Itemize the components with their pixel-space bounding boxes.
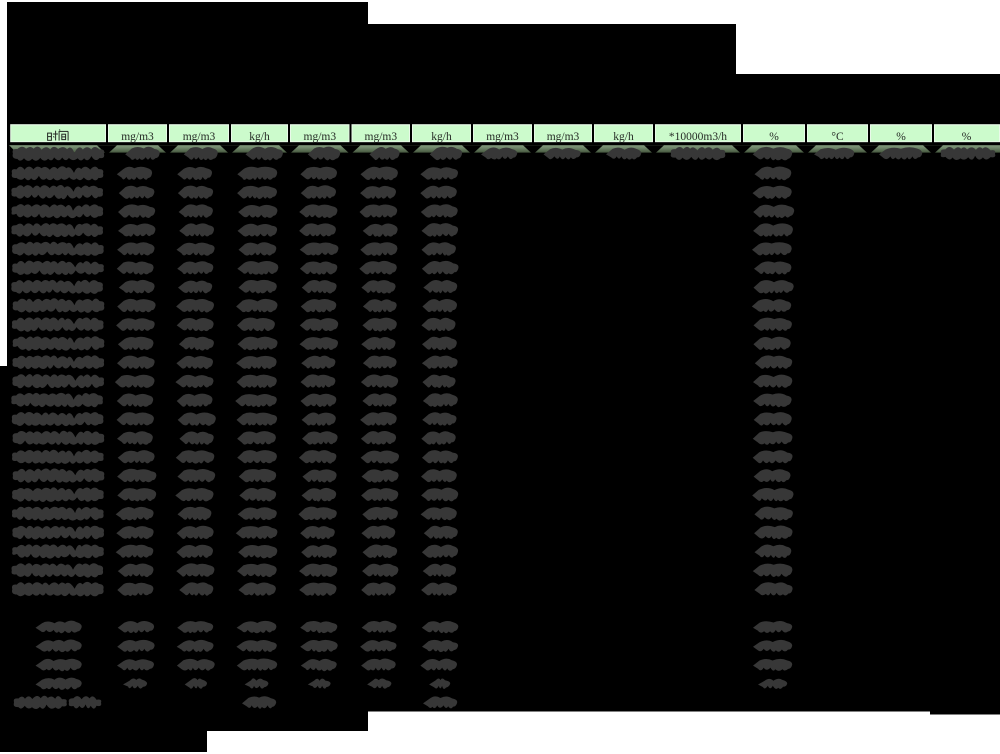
svg-text:mg/m3: mg/m3 xyxy=(486,131,519,143)
svg-text:*10000m3/h: *10000m3/h xyxy=(669,131,727,143)
svg-text:mg/m3: mg/m3 xyxy=(304,131,337,143)
svg-text:mg/m3: mg/m3 xyxy=(121,131,154,143)
svg-text:kg/h: kg/h xyxy=(249,131,270,143)
svg-text:%: % xyxy=(896,131,906,143)
svg-text:mg/m3: mg/m3 xyxy=(547,131,580,143)
svg-text:mg/m3: mg/m3 xyxy=(365,131,398,143)
svg-text:°C: °C xyxy=(831,131,844,143)
svg-text:kg/h: kg/h xyxy=(431,131,452,143)
svg-text:%: % xyxy=(962,131,972,143)
svg-text:%: % xyxy=(769,131,779,143)
svg-text:mg/m3: mg/m3 xyxy=(183,131,216,143)
svg-text:kg/h: kg/h xyxy=(613,131,634,143)
